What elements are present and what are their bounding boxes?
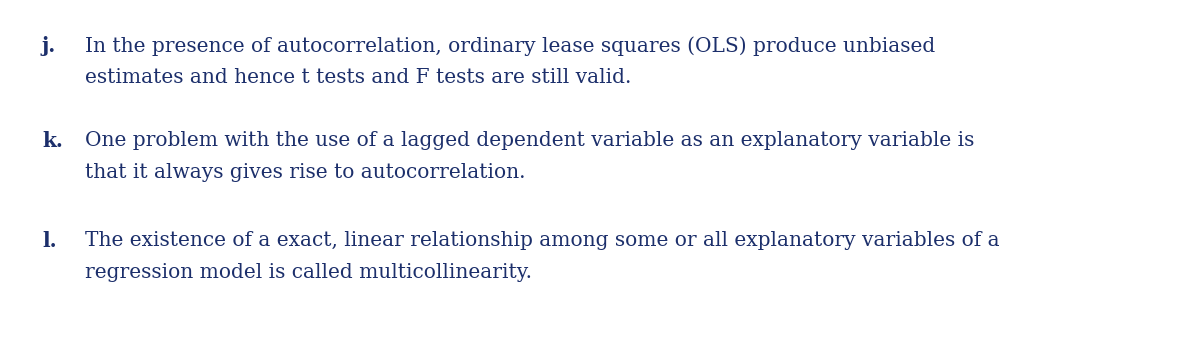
Text: j.: j.: [42, 36, 56, 56]
Text: l.: l.: [42, 231, 56, 251]
Text: The existence of a exact, linear relationship among some or all explanatory vari: The existence of a exact, linear relatio…: [85, 231, 1000, 250]
Text: that it always gives rise to autocorrelation.: that it always gives rise to autocorrela…: [85, 163, 526, 182]
Text: estimates and hence t tests and F tests are still valid.: estimates and hence t tests and F tests …: [85, 68, 631, 87]
Text: One problem with the use of a lagged dependent variable as an explanatory variab: One problem with the use of a lagged dep…: [85, 131, 974, 150]
Text: In the presence of autocorrelation, ordinary lease squares (OLS) produce unbiase: In the presence of autocorrelation, ordi…: [85, 36, 935, 56]
Text: k.: k.: [42, 131, 62, 151]
Text: regression model is called multicollinearity.: regression model is called multicollinea…: [85, 263, 532, 282]
